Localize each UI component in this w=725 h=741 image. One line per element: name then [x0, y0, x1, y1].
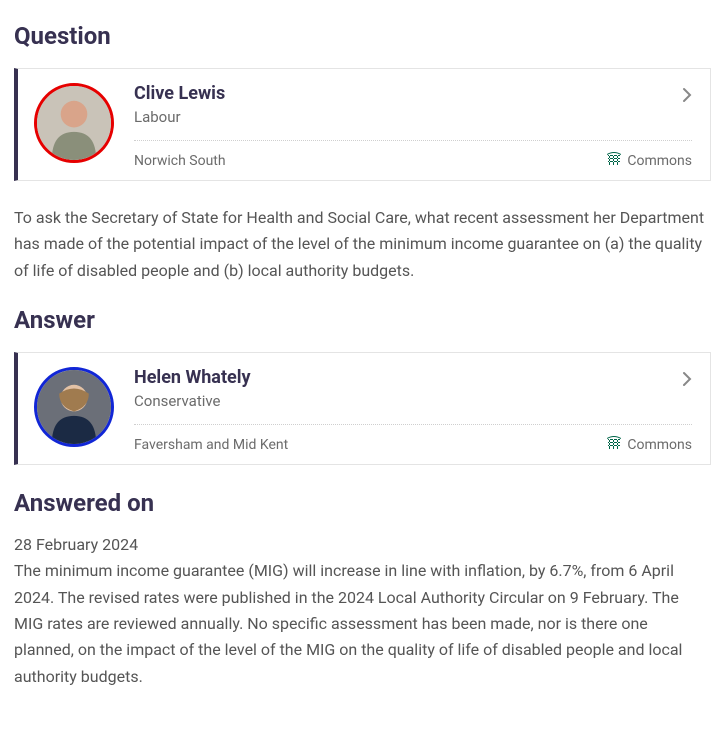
question-text: To ask the Secretary of State for Health…: [14, 205, 711, 284]
answer-house: Commons: [627, 437, 692, 453]
answered-on-text: The minimum income guarantee (MIG) will …: [14, 558, 711, 690]
avatar-placeholder-icon: [37, 86, 111, 160]
answer-person-name: Helen Whately: [134, 367, 692, 388]
person-info: Clive Lewis Labour Norwich South Commons: [134, 83, 692, 170]
divider: [134, 424, 692, 425]
question-person-party: Labour: [134, 108, 692, 126]
person-footer: Faversham and Mid Kent Commons: [134, 435, 692, 454]
question-house: Commons: [627, 153, 692, 169]
person-footer: Norwich South Commons: [134, 151, 692, 170]
person-info: Helen Whately Conservative Faversham and…: [134, 367, 692, 454]
question-heading: Question: [14, 22, 711, 50]
house-badge: Commons: [607, 151, 692, 170]
answered-on-heading: Answered on: [14, 489, 711, 517]
portcullis-icon: [607, 435, 621, 454]
answer-heading: Answer: [14, 306, 711, 334]
answer-person-party: Conservative: [134, 392, 692, 410]
answer-avatar: [34, 367, 114, 447]
chevron-right-icon: [682, 87, 692, 108]
answer-constituency: Faversham and Mid Kent: [134, 437, 288, 453]
divider: [134, 140, 692, 141]
avatar-wrap: [34, 83, 114, 170]
question-person-name: Clive Lewis: [134, 83, 692, 104]
question-constituency: Norwich South: [134, 153, 226, 169]
chevron-right-icon: [682, 371, 692, 392]
question-person-card[interactable]: Clive Lewis Labour Norwich South Commons: [14, 68, 711, 181]
question-avatar: [34, 83, 114, 163]
answer-person-card[interactable]: Helen Whately Conservative Faversham and…: [14, 352, 711, 465]
house-badge: Commons: [607, 435, 692, 454]
portcullis-icon: [607, 151, 621, 170]
answered-on-date: 28 February 2024: [14, 535, 711, 554]
avatar-placeholder-icon: [37, 370, 111, 444]
avatar-wrap: [34, 367, 114, 454]
